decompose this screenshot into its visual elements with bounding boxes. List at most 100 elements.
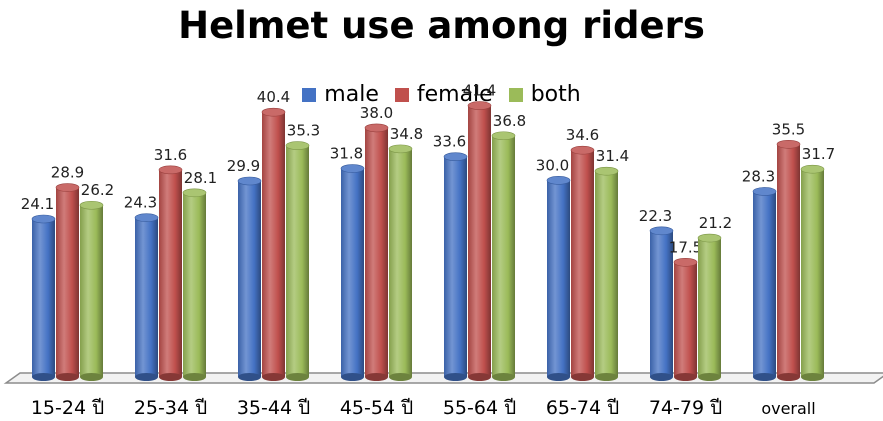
bar-cap [546, 176, 571, 185]
bar-both-5 [594, 166, 619, 381]
x-tick-label: 25-34 ปี [134, 397, 207, 419]
bar-female-6 [673, 257, 698, 381]
bar-cap [285, 141, 310, 150]
data-label: 28.9 [51, 164, 84, 182]
bar-base [444, 373, 467, 381]
x-tick-label: overall [761, 399, 815, 418]
data-label: 30.0 [536, 156, 569, 174]
legend-swatch-female [394, 87, 409, 102]
data-label: 34.8 [390, 125, 423, 143]
bar-both-6 [697, 233, 722, 381]
data-label: 31.7 [802, 145, 835, 163]
bar-base [286, 373, 309, 381]
bar-male-1 [134, 213, 159, 381]
data-label: 28.3 [742, 167, 775, 185]
data-label: 22.3 [639, 207, 672, 225]
data-label: 24.1 [21, 195, 54, 213]
bar-body [492, 135, 515, 377]
bar-body [444, 156, 467, 377]
data-label: 36.8 [493, 112, 526, 130]
bar-both-2 [285, 141, 310, 381]
bar-cap [364, 123, 389, 133]
bar-body [341, 168, 364, 377]
bar-cap [340, 164, 365, 173]
data-label: 31.4 [596, 147, 629, 165]
bar-body [159, 169, 182, 377]
legend-item-male: male [302, 82, 379, 107]
bar-body [753, 191, 776, 377]
data-label: 33.6 [433, 133, 466, 151]
bar-cap [467, 101, 492, 110]
bar-base [183, 373, 206, 381]
bar-male-3 [340, 164, 365, 381]
bar-cap [697, 233, 722, 243]
data-label: 26.2 [81, 181, 114, 199]
x-tick-label: 55-64 ปี [443, 397, 516, 419]
data-label: 38.0 [360, 104, 393, 122]
bar-body [571, 150, 594, 377]
data-label: 29.9 [227, 157, 260, 175]
bar-cap [673, 257, 698, 267]
data-label: 31.8 [330, 145, 363, 163]
bar-body [286, 145, 309, 377]
bar-cap [800, 164, 825, 174]
bar-cap [158, 165, 183, 175]
bar-base [595, 373, 618, 381]
bar-base [262, 373, 285, 381]
bar-male-5 [546, 176, 571, 381]
bar-base [753, 373, 776, 381]
bar-cap [570, 145, 595, 155]
x-tick-label: 35-44 ปี [237, 397, 310, 419]
bar-cap [134, 213, 159, 222]
bar-cap [388, 144, 413, 154]
bar-cap [594, 166, 619, 176]
bar-base [80, 373, 103, 381]
bar-female-2 [261, 107, 286, 381]
bar-male-7 [752, 187, 777, 381]
bar-cap [491, 131, 516, 141]
chart-title: Helmet use among riders [178, 4, 705, 47]
data-label: 41.4 [463, 82, 496, 100]
bar-base [365, 373, 388, 381]
bar-body [183, 192, 206, 377]
bar-body [801, 169, 824, 377]
bar-both-1 [182, 188, 207, 381]
bar-base [650, 373, 673, 381]
data-label: 17.5 [669, 238, 702, 256]
x-tick-label: 65-74 ปี [546, 397, 619, 419]
bar-base [238, 373, 261, 381]
bar-female-7 [776, 139, 801, 381]
bar-body [674, 262, 697, 377]
bar-body [468, 105, 491, 377]
bar-cap [649, 226, 674, 236]
bar-body [80, 205, 103, 377]
x-tick-label: 74-79 ปี [649, 397, 722, 419]
bar-body [777, 144, 800, 377]
legend: male female both [0, 82, 883, 107]
bar-base [32, 373, 55, 381]
bar-base [547, 373, 570, 381]
bar-base [135, 373, 158, 381]
bar-cap [237, 176, 262, 186]
bar-male-2 [237, 176, 262, 381]
data-label: 35.5 [772, 120, 805, 138]
bar-base [698, 373, 721, 381]
bar-base [674, 373, 697, 381]
bar-body [56, 187, 79, 377]
data-label: 28.1 [184, 169, 217, 187]
bar-cap [443, 152, 468, 162]
data-label: 31.6 [154, 146, 187, 164]
bar-body [595, 171, 618, 377]
bar-base [341, 373, 364, 381]
x-tick-label: 45-54 ปี [340, 397, 413, 419]
data-label: 40.4 [257, 88, 290, 106]
bar-base [389, 373, 412, 381]
bar-base [492, 373, 515, 381]
bar-male-6 [649, 226, 674, 381]
bar-cap [752, 187, 777, 196]
bar-body [698, 238, 721, 377]
legend-label-male: male [324, 82, 379, 107]
bar-both-3 [388, 144, 413, 381]
bar-cap [182, 188, 207, 198]
data-label: 34.6 [566, 126, 599, 144]
